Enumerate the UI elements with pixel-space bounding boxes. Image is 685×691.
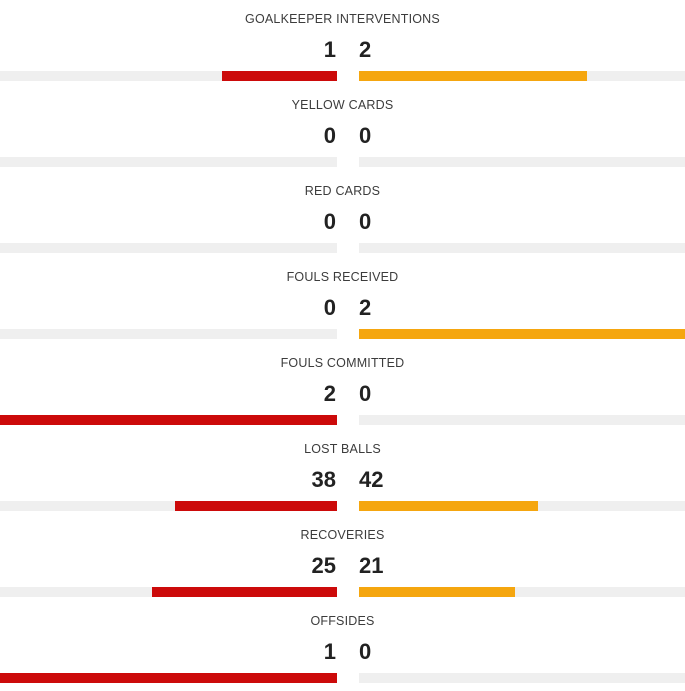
- away-bar-track: [359, 157, 685, 167]
- away-value: 21: [359, 553, 384, 578]
- stat-label: FOULS RECEIVED: [286, 270, 399, 284]
- home-value: 38: [311, 467, 336, 492]
- home-value: 0: [323, 209, 336, 234]
- stat-row-recoveries: RECOVERIES 25 21: [0, 516, 685, 602]
- home-bar-track: [0, 157, 337, 167]
- stat-row-yellow-cards: YELLOW CARDS 0 0: [0, 86, 685, 172]
- away-bar: [359, 71, 587, 81]
- home-value: 1: [323, 639, 336, 664]
- home-bar-track: [0, 71, 337, 81]
- stat-row-red-cards: RED CARDS 0 0: [0, 172, 685, 258]
- away-bar-track: [359, 587, 685, 597]
- stat-row-fouls-received: FOULS RECEIVED 0 2: [0, 258, 685, 344]
- away-value: 2: [359, 295, 372, 320]
- stat-row-offsides: OFFSIDES 1 0: [0, 602, 685, 688]
- away-value: 0: [359, 209, 372, 234]
- stat-row-lost-balls: LOST BALLS 38 42: [0, 430, 685, 516]
- away-bar-track: [359, 71, 685, 81]
- stat-row-fouls-committed: FOULS COMMITTED 2 0: [0, 344, 685, 430]
- home-bar-track: [0, 329, 337, 339]
- home-value: 0: [323, 123, 336, 148]
- home-value: 2: [323, 381, 336, 406]
- away-value: 0: [359, 123, 372, 148]
- stat-label: LOST BALLS: [304, 442, 381, 456]
- away-value: 0: [359, 381, 372, 406]
- home-bar: [0, 415, 337, 425]
- away-bar-track: [359, 673, 685, 683]
- away-bar-track: [359, 501, 685, 511]
- away-bar: [359, 501, 538, 511]
- home-bar: [0, 673, 337, 683]
- stat-label: RECOVERIES: [300, 528, 385, 542]
- home-bar: [222, 71, 337, 81]
- home-bar-track: [0, 415, 337, 425]
- home-value: 25: [311, 553, 336, 578]
- stat-label: YELLOW CARDS: [291, 98, 394, 112]
- home-bar-track: [0, 587, 337, 597]
- home-bar-track: [0, 673, 337, 683]
- home-value: 1: [323, 37, 336, 62]
- away-bar-track: [359, 243, 685, 253]
- stat-row-goalkeeper-interventions: GOALKEEPER INTERVENTIONS 1 2: [0, 0, 685, 86]
- away-bar: [359, 587, 515, 597]
- stat-label: OFFSIDES: [310, 614, 375, 628]
- stat-label: RED CARDS: [304, 184, 381, 198]
- away-bar-track: [359, 329, 685, 339]
- home-bar-track: [0, 501, 337, 511]
- home-bar: [152, 587, 337, 597]
- home-bar-track: [0, 243, 337, 253]
- away-value: 42: [359, 467, 384, 492]
- away-value: 2: [359, 37, 372, 62]
- home-value: 0: [323, 295, 336, 320]
- stat-label: FOULS COMMITTED: [280, 356, 405, 370]
- home-bar: [175, 501, 337, 511]
- away-bar-track: [359, 415, 685, 425]
- away-value: 0: [359, 639, 372, 664]
- stat-label: GOALKEEPER INTERVENTIONS: [245, 12, 440, 26]
- away-bar: [359, 329, 685, 339]
